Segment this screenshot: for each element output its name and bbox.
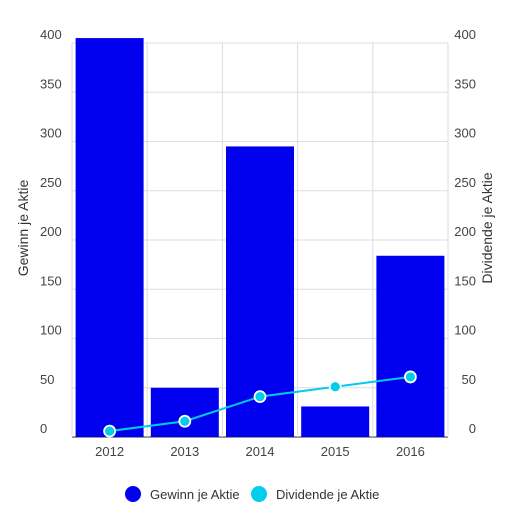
left-tick-label: 400 [40, 27, 62, 42]
dividend-point-2016 [403, 370, 417, 384]
legend-label-gewinn: Gewinn je Aktie [150, 487, 240, 502]
bar-2014 [226, 146, 294, 438]
dividend-point-2012 [103, 424, 116, 438]
x-axis-ticks: 2012 2013 2014 2015 2016 [95, 444, 425, 459]
x-tick-label: 2016 [396, 444, 425, 459]
right-tick-label: 300 [454, 126, 476, 141]
legend-label-dividende: Dividende je Aktie [276, 487, 379, 502]
dividend-point-2015 [328, 380, 342, 394]
left-tick-label: 0 [40, 421, 47, 436]
bar-2015 [301, 406, 370, 437]
x-tick-label: 2012 [95, 444, 124, 459]
x-tick-label: 2015 [321, 444, 350, 459]
bars [75, 38, 445, 438]
legend: Gewinn je Aktie Dividende je Aktie [125, 486, 379, 502]
bar-2012 [75, 38, 144, 437]
left-tick-label: 100 [40, 323, 62, 338]
dividend-point-2013 [178, 414, 192, 428]
right-tick-label: 0 [469, 421, 476, 436]
left-axis-title: Gewinn je Aktie [15, 180, 31, 277]
x-tick-label: 2014 [246, 444, 275, 459]
left-tick-label: 200 [40, 224, 62, 239]
bar-2016 [376, 255, 445, 437]
right-tick-label: 350 [454, 76, 476, 91]
right-tick-label: 250 [454, 175, 476, 190]
dividend-line-layer [103, 370, 417, 438]
right-tick-label: 400 [454, 27, 476, 42]
left-axis-ticks: 0 50 100 150 200 250 300 350 400 [40, 27, 62, 436]
left-tick-label: 300 [40, 126, 62, 141]
left-tick-label: 150 [40, 273, 62, 288]
dividend-point-2014 [253, 390, 267, 404]
right-tick-label: 200 [454, 224, 476, 239]
right-tick-label: 150 [454, 273, 476, 288]
x-tick-label: 2013 [170, 444, 199, 459]
legend-marker-gewinn [125, 486, 141, 502]
legend-marker-dividende [251, 486, 267, 502]
right-tick-label: 50 [462, 372, 476, 387]
left-tick-label: 350 [40, 76, 62, 91]
right-axis-title: Dividende je Aktie [479, 172, 495, 284]
right-axis-ticks: 0 50 100 150 200 250 300 350 400 [454, 27, 476, 436]
left-tick-label: 50 [40, 372, 54, 387]
right-tick-label: 100 [454, 323, 476, 338]
left-tick-label: 250 [40, 175, 62, 190]
bar-2013 [150, 387, 219, 437]
